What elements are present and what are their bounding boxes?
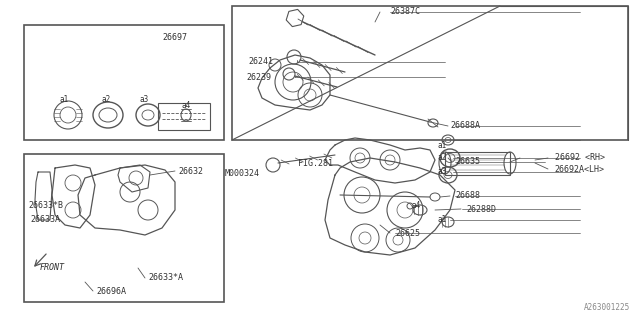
Text: 26387C: 26387C: [390, 7, 420, 17]
Bar: [232, 6, 628, 140]
Text: 26696A: 26696A: [96, 286, 126, 295]
Text: a3: a3: [139, 94, 148, 103]
Text: 26697: 26697: [163, 34, 188, 43]
Text: 26632: 26632: [178, 166, 203, 175]
Text: a3: a3: [437, 167, 446, 177]
Text: FRONT: FRONT: [40, 262, 65, 271]
Bar: [24, 154, 224, 302]
Text: a1: a1: [437, 214, 446, 223]
Text: A263001225: A263001225: [584, 303, 630, 312]
Text: a2: a2: [438, 154, 447, 163]
Text: 26692 <RH>: 26692 <RH>: [555, 154, 605, 163]
Text: 26288D: 26288D: [466, 204, 496, 213]
Text: 26688: 26688: [455, 191, 480, 201]
Text: 26625: 26625: [395, 228, 420, 237]
Bar: [24, 25, 224, 140]
Text: 26688A: 26688A: [450, 122, 480, 131]
Text: a1: a1: [438, 140, 447, 149]
Text: 26635: 26635: [455, 157, 480, 166]
Text: a4: a4: [181, 101, 190, 110]
Text: M000324: M000324: [225, 169, 260, 178]
Bar: [158, 103, 210, 130]
Text: 26239: 26239: [246, 73, 271, 82]
Text: FIG.281: FIG.281: [298, 159, 333, 169]
Text: a1: a1: [60, 94, 69, 103]
Text: 26241: 26241: [248, 58, 273, 67]
Text: a4: a4: [412, 202, 421, 211]
Text: 26633*A: 26633*A: [148, 274, 183, 283]
Text: 26633*B: 26633*B: [28, 202, 63, 211]
Text: 26692A<LH>: 26692A<LH>: [554, 164, 604, 173]
Bar: [445, 152, 510, 175]
Text: a2: a2: [102, 94, 111, 103]
Text: 26633A: 26633A: [30, 215, 60, 225]
